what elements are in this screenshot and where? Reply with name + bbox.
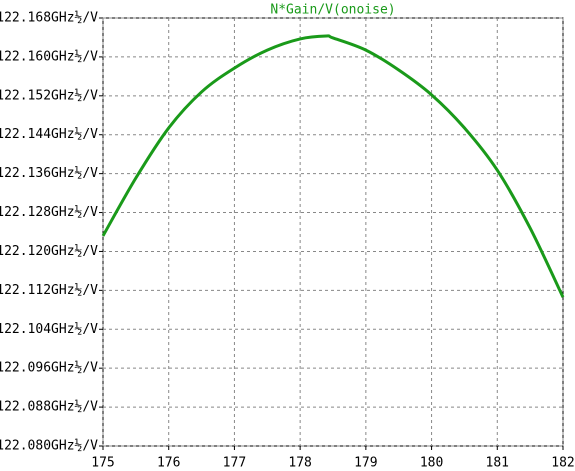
x-tick-label: 182: [551, 456, 574, 471]
y-tick-label: 122.096GHz½/V: [0, 361, 98, 376]
y-tick-label: 122.160GHz½/V: [0, 49, 98, 64]
chart-title: N*Gain/V(onoise): [270, 3, 395, 18]
plot-frame: [102, 17, 564, 447]
y-tick-label: 122.136GHz½/V: [0, 166, 98, 181]
y-tick-label: 122.104GHz½/V: [0, 322, 98, 337]
y-tick-label: 122.088GHz½/V: [0, 400, 98, 415]
y-tick-label: 122.144GHz½/V: [0, 127, 98, 142]
y-tick-label: 122.168GHz½/V: [0, 11, 98, 26]
y-tick-label: 122.112GHz½/V: [0, 283, 98, 298]
x-tick-label: 179: [354, 456, 377, 471]
y-tick-label: 122.128GHz½/V: [0, 205, 98, 220]
data-line: [101, 34, 565, 298]
x-tick-label: 175: [91, 456, 114, 471]
x-tick-label: 178: [288, 456, 311, 471]
x-tick-label: 180: [420, 456, 443, 471]
y-tick-label: 122.120GHz½/V: [0, 244, 98, 259]
y-tick-label: 122.080GHz½/V: [0, 439, 98, 454]
x-tick-label: 181: [486, 456, 509, 471]
x-tick-label: 176: [157, 456, 180, 471]
y-tick-label: 122.152GHz½/V: [0, 88, 98, 103]
x-tick-label: 177: [223, 456, 246, 471]
